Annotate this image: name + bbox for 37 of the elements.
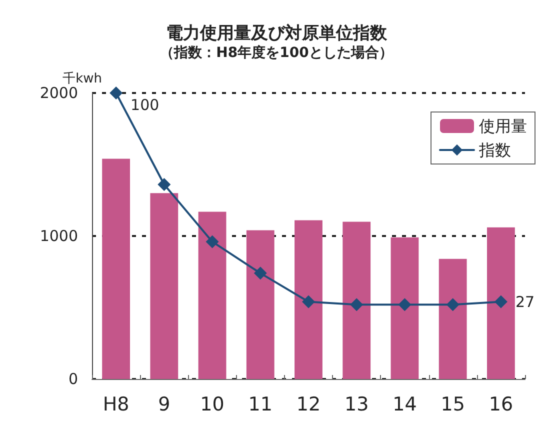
legend-label: 指数 <box>478 140 511 160</box>
bar <box>486 227 515 379</box>
x-tick-label: 15 <box>440 394 465 416</box>
y-tick-label: 0 <box>68 370 78 388</box>
point <box>446 298 460 312</box>
point <box>206 235 219 248</box>
point <box>110 86 123 100</box>
y-axis-title: 千kwh <box>62 72 102 87</box>
point <box>158 178 171 192</box>
x-tick-label: 9 <box>158 394 170 416</box>
point <box>302 295 315 308</box>
point <box>350 298 364 312</box>
y-tick-label: 1000 <box>40 227 78 245</box>
bar <box>438 258 467 379</box>
legend-label: 使用量 <box>479 116 527 136</box>
x-tick-label: 10 <box>200 394 224 416</box>
x-tick-label: 13 <box>344 394 369 416</box>
x-tick-label: 12 <box>296 394 321 416</box>
point <box>494 295 508 308</box>
data-label: 100 <box>130 96 160 114</box>
bar <box>198 212 226 379</box>
point <box>254 266 267 280</box>
bar <box>102 158 130 379</box>
bar <box>342 222 371 379</box>
bar <box>294 220 322 379</box>
x-tick-label: 14 <box>392 394 417 416</box>
data-label: 27 <box>515 292 535 311</box>
x-tick-label: 11 <box>248 394 272 416</box>
chart-subtitle: （指数：H8年度を100とした場合） <box>160 44 393 61</box>
x-tick-label: 16 <box>488 394 514 416</box>
point <box>398 298 412 312</box>
bar <box>390 237 419 379</box>
chart-title: 電力使用量及び対原単位指数 <box>166 24 388 44</box>
bar <box>150 193 178 379</box>
y-tick-label: 2000 <box>40 84 78 102</box>
x-tick-label: H8 <box>102 394 130 416</box>
bar <box>246 230 274 379</box>
